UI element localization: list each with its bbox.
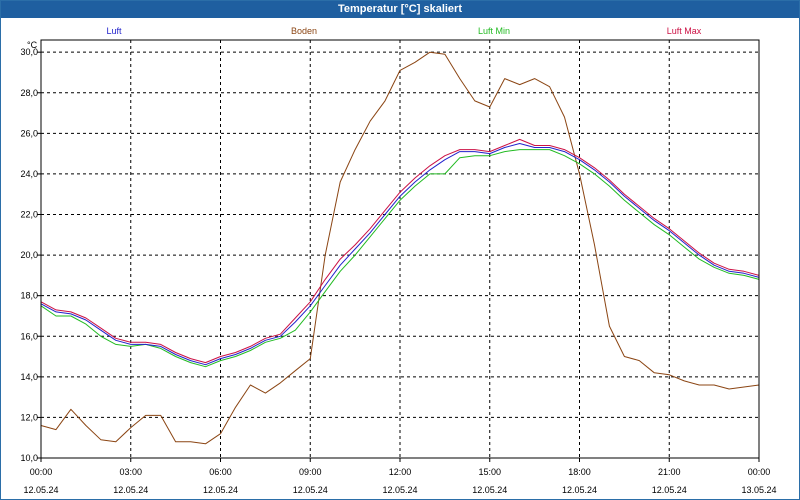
y-tick-label: 24,0 bbox=[20, 169, 38, 179]
legend-entry: Boden bbox=[291, 26, 317, 36]
x-tick-time: 15:00 bbox=[478, 467, 501, 477]
grid bbox=[41, 40, 759, 459]
legend: Luft Boden Luft Min Luft Max bbox=[106, 26, 701, 36]
series-line-luft bbox=[40, 143, 760, 366]
x-tick-time: 09:00 bbox=[299, 467, 322, 477]
legend-entry: Luft Max bbox=[667, 26, 702, 36]
y-tick-label: 14,0 bbox=[20, 372, 38, 382]
y-tick-label: 20,0 bbox=[20, 250, 38, 260]
y-axis-label: °C bbox=[27, 40, 38, 50]
x-tick-date: 12.05.24 bbox=[472, 485, 507, 495]
legend-entry: Luft Min bbox=[478, 26, 510, 36]
x-tick-date: 12.05.24 bbox=[382, 485, 417, 495]
x-tick-time: 03:00 bbox=[119, 467, 142, 477]
x-axis-ticks: 00:00 12.05.24 03:00 12.05.24 06:00 12.05.24 0… bbox=[23, 458, 777, 495]
y-tick-label: 16,0 bbox=[20, 331, 38, 341]
x-tick-time: 21:00 bbox=[658, 467, 681, 477]
x-tick-date: 12.05.24 bbox=[23, 485, 58, 495]
y-axis-ticks: 10,0 12,0 14,0 16,0 18,0 20,0 22,0 24,0 26,0 28,0… bbox=[20, 47, 41, 463]
series-line-luft-max bbox=[40, 138, 760, 364]
y-tick-label: 26,0 bbox=[20, 128, 38, 138]
y-tick-label: 22,0 bbox=[20, 210, 38, 220]
x-tick-date: 12.05.24 bbox=[562, 485, 597, 495]
x-tick-time: 00:00 bbox=[748, 467, 771, 477]
chart-area: Luft Boden Luft Min Luft Max °C 10,0 12,0 14,… bbox=[20, 26, 777, 495]
x-tick-date: 12.05.24 bbox=[113, 485, 148, 495]
series-line-boden bbox=[40, 51, 760, 445]
x-tick-time: 00:00 bbox=[30, 467, 53, 477]
x-tick-time: 12:00 bbox=[389, 467, 412, 477]
y-tick-label: 12,0 bbox=[20, 412, 38, 422]
y-tick-label: 30,0 bbox=[20, 47, 38, 57]
series-line-luft-min bbox=[40, 149, 760, 368]
x-tick-date: 12.05.24 bbox=[203, 485, 238, 495]
chart-title: Temperatur [°C] skaliert bbox=[1, 1, 799, 18]
x-tick-date: 12.05.24 bbox=[293, 485, 328, 495]
plot-frame bbox=[40, 39, 760, 459]
x-tick-date: 13.05.24 bbox=[741, 485, 776, 495]
y-tick-label: 28,0 bbox=[20, 88, 38, 98]
x-tick-date: 12.05.24 bbox=[652, 485, 687, 495]
series-lines bbox=[40, 51, 760, 445]
y-tick-label: 10,0 bbox=[20, 453, 38, 463]
y-tick-label: 18,0 bbox=[20, 291, 38, 301]
legend-entry: Luft bbox=[106, 26, 122, 36]
x-tick-time: 06:00 bbox=[209, 467, 232, 477]
x-tick-time: 18:00 bbox=[568, 467, 591, 477]
